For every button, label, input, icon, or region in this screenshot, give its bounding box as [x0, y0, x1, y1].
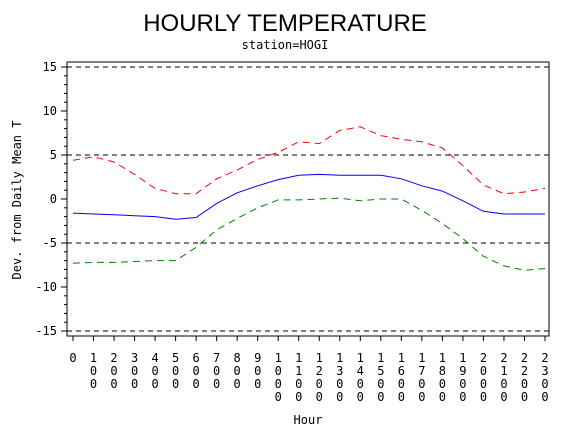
series-lines: [72, 126, 546, 271]
chart-subtitle: station=HOGI: [242, 38, 329, 52]
x-tick-label: 0: [69, 351, 76, 365]
y-tick-label: 0: [50, 192, 57, 206]
y-tick-label: -15: [35, 324, 57, 338]
y-tick-label: 10: [43, 104, 57, 118]
x-axis-label: Hour: [294, 413, 323, 427]
series-line-2: [72, 173, 545, 220]
series-line-3: [72, 197, 546, 271]
x-axis: 0 1 0 0 2 0 0 3 0 0 4 0 0 5 0 0 6 0 0 7 0 0 8 0 0 9 0 0 1 0 0 0 1 1 0 0 1 2 0 0…: [69, 336, 549, 404]
chart-title: HOURLY TEMPERATURE: [143, 10, 427, 37]
y-tick-label: 5: [50, 148, 57, 162]
y-axis: -15 -10 -5 0 5 10 15: [35, 60, 67, 338]
y-tick-label: -5: [43, 236, 57, 250]
y-axis-label: Dev. from Daily Mean T: [10, 121, 24, 280]
series-line-1: [72, 126, 546, 195]
y-tick-label: 15: [43, 60, 57, 74]
y-tick-label: -10: [35, 280, 57, 294]
